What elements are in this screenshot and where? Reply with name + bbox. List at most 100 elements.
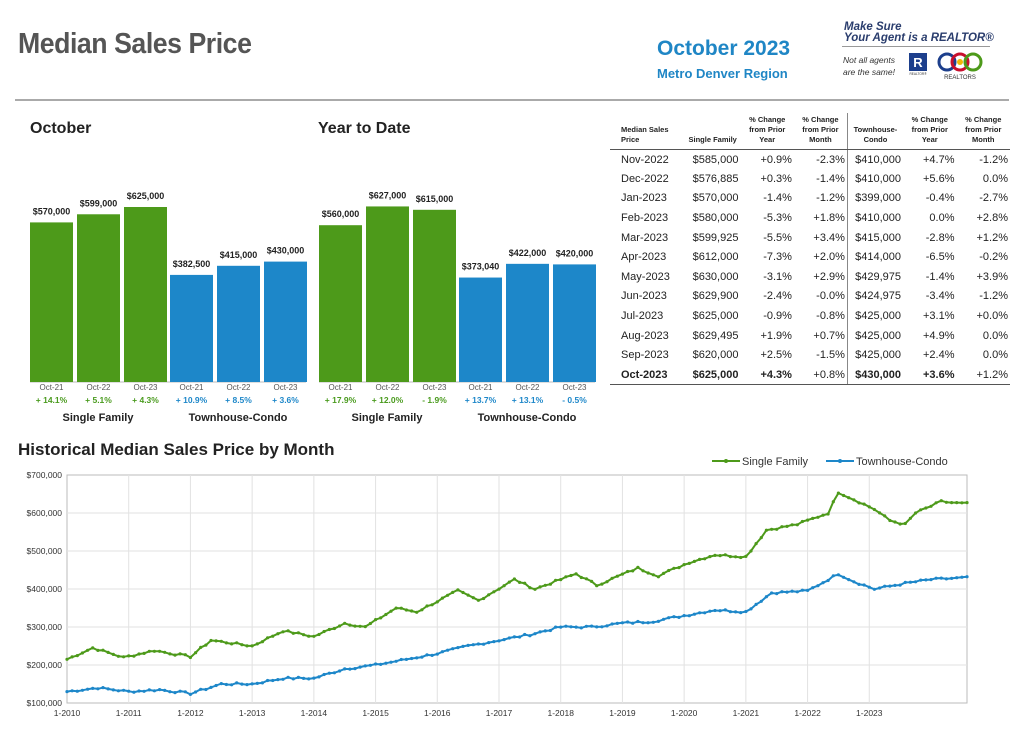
table-cell: May-2023 [621, 270, 670, 283]
data-point [518, 635, 522, 639]
table-cell: +5.6% [922, 172, 955, 185]
data-point [790, 523, 794, 527]
data-point [420, 608, 424, 612]
table-cell: -2.8% [925, 231, 955, 244]
data-point [590, 624, 594, 628]
data-point [111, 652, 115, 656]
data-point [461, 590, 465, 595]
data-point [523, 581, 527, 585]
data-point [646, 571, 650, 575]
data-point [430, 603, 434, 607]
data-point [579, 626, 583, 630]
table-row: Nov-2022 $585,000 +0.9% -2.3% $410,000 +4.7% -… [610, 149, 1010, 170]
data-point [204, 643, 208, 647]
header-divider [15, 99, 1009, 101]
data-point [466, 593, 470, 597]
table-row: May-2023 $630,000 -3.1% +2.9% $429,975 -1.4% +… [610, 267, 1010, 287]
table-cell: -1.2% [979, 153, 1008, 166]
data-point [852, 580, 856, 584]
data-point [399, 657, 403, 662]
realtor-logo-icon: R REALTOR® [909, 53, 927, 76]
table-cell: -3.4% [925, 290, 955, 303]
ytd-bar-th-1 [506, 263, 549, 382]
x-tick-label: 1-2021 [733, 708, 760, 718]
association-logo-icon: REALTORS [937, 52, 983, 81]
x-tick-label: 1-2010 [54, 708, 81, 718]
data-point [919, 508, 923, 512]
x-tick-label: 1-2012 [177, 708, 204, 718]
data-point [302, 676, 306, 680]
x-tick-label: 1-2018 [547, 708, 574, 718]
data-point [394, 606, 398, 610]
table-cell: $625,000 [692, 310, 739, 323]
data-point [615, 574, 619, 578]
table-row: Jan-2023 $570,000 -1.4% -1.2% $399,000 -0.4% -… [610, 188, 1010, 209]
ytd-bar-group: $560,000 Oct-21 + 17.9% $627,000 Oct-22 + 12.… [319, 190, 596, 424]
data-point [960, 575, 964, 579]
data-point [451, 647, 455, 651]
data-point [826, 512, 830, 516]
data-point [893, 520, 897, 524]
table-cell: +0.0% [976, 310, 1009, 323]
data-point [965, 575, 969, 579]
data-point [656, 575, 661, 579]
ytd-value-label: $373,040 [462, 262, 500, 272]
data-point [698, 611, 702, 615]
data-point [106, 650, 110, 654]
table-header-cell: Townhouse-Condo [847, 113, 904, 150]
x-tick-label: 1-2015 [362, 708, 389, 718]
y-tick-label: $700,000 [27, 470, 63, 480]
table-header-cell: Single Family [684, 113, 741, 150]
data-point [312, 634, 316, 638]
data-point [528, 586, 532, 590]
x-tick-label: 1-2020 [671, 708, 698, 718]
promo-headline-1: Make Sure [844, 21, 902, 33]
table-cell: $410,000 [855, 172, 902, 185]
data-point [307, 677, 311, 681]
data-point [399, 606, 403, 610]
data-point [116, 689, 120, 693]
data-point [867, 505, 871, 509]
table-cell: Apr-2023 [621, 251, 667, 264]
data-point [245, 683, 249, 687]
data-point [708, 555, 712, 559]
data-point [728, 610, 733, 614]
table-cell: Jan-2023 [621, 192, 667, 205]
data-point [137, 652, 141, 656]
ytd-change-label: - 0.5% [562, 395, 587, 405]
table-cell: +2.5% [760, 349, 792, 362]
table-cell: $629,900 [692, 290, 739, 303]
series-line-townhouse-condo [66, 573, 968, 696]
data-point [147, 649, 151, 653]
data-point [636, 619, 640, 624]
data-point [430, 653, 434, 657]
data-point [219, 682, 223, 686]
ytd-category-label: Oct-21 [328, 383, 353, 392]
table-cell: +4.7% [922, 153, 955, 166]
oct-bar-th-0 [170, 274, 213, 382]
ytd-change-label: + 17.9% [325, 395, 357, 405]
data-point [199, 645, 203, 649]
data-point [271, 678, 275, 683]
data-point [692, 612, 697, 616]
oct-value-label: $599,000 [80, 198, 118, 208]
data-point [708, 609, 712, 613]
data-point [934, 501, 938, 505]
data-point [343, 667, 347, 671]
data-point [682, 563, 686, 567]
ytd-category-label: Oct-23 [422, 383, 447, 392]
data-point [497, 587, 501, 591]
data-point [235, 681, 239, 685]
data-point [296, 675, 300, 679]
data-point [204, 687, 208, 692]
data-point [939, 499, 943, 503]
data-point [554, 625, 558, 629]
x-tick-label: 1-2011 [116, 708, 142, 718]
table-row: Aug-2023 $629,495 +1.9% +0.7% $425,000 +4.9% 0… [610, 325, 1010, 346]
data-point [826, 578, 830, 583]
data-point [811, 516, 815, 520]
data-point [363, 625, 367, 629]
table-cell: $429,975 [855, 270, 902, 283]
data-point [312, 676, 316, 680]
data-point [332, 671, 336, 675]
